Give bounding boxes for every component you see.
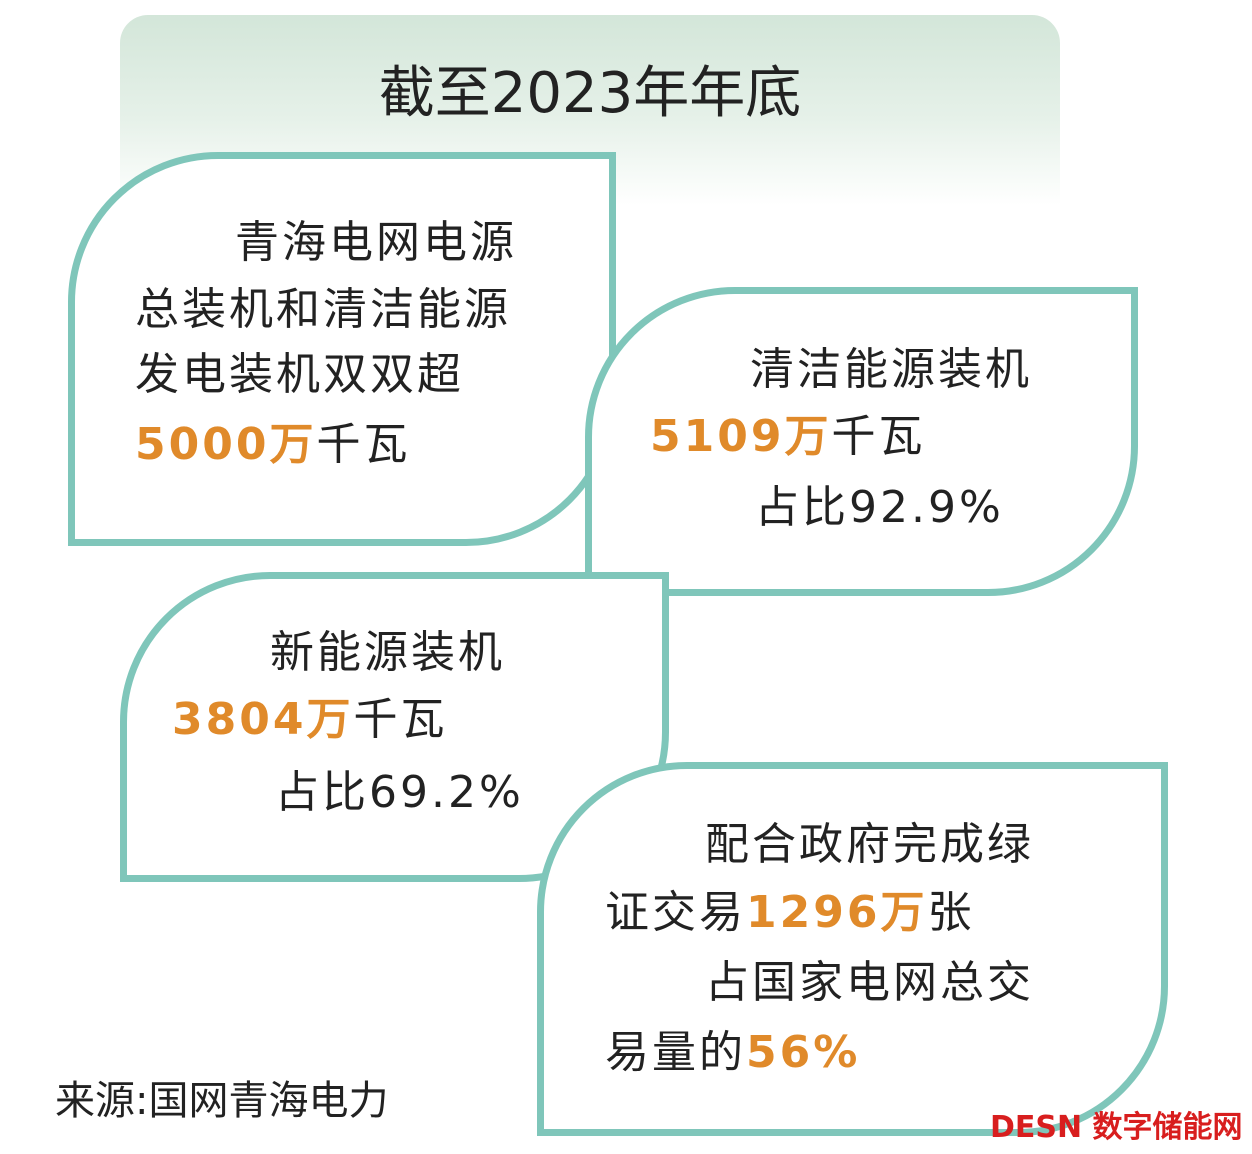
card xyxy=(585,287,1138,596)
card-line: 清洁能源装机 xyxy=(750,342,1032,398)
text: 总装机和清洁能源 xyxy=(135,284,511,335)
text: 新能源装机 xyxy=(270,627,505,678)
text: 占比69.2% xyxy=(275,767,524,818)
card-line: 易量的56% xyxy=(605,1025,860,1081)
text: 清洁能源装机 xyxy=(750,344,1032,395)
card-line: 5000万千瓦 xyxy=(135,417,410,473)
card-line: 5109万千瓦 xyxy=(650,409,925,465)
text: 易量的 xyxy=(605,1027,746,1078)
card-line: 配合政府完成绿 xyxy=(705,817,1034,873)
text: 发电装机双双超 xyxy=(135,349,464,400)
card-line: 占比92.9% xyxy=(755,480,1004,536)
text: 千瓦 xyxy=(316,419,411,470)
card-line: 总装机和清洁能源 xyxy=(135,282,511,338)
card xyxy=(537,762,1168,1136)
card-line: 新能源装机 xyxy=(270,625,505,681)
highlight: 1296万 xyxy=(746,887,928,938)
card-line: 发电装机双双超 xyxy=(135,347,464,403)
text: 千瓦 xyxy=(831,411,926,462)
source: 来源:国网青海电力 xyxy=(55,1078,389,1124)
card xyxy=(68,152,616,546)
card-line: 青海电网电源 xyxy=(235,215,517,271)
text: 证交易 xyxy=(605,887,746,938)
text: 千瓦 xyxy=(353,694,448,745)
text: 配合政府完成绿 xyxy=(705,819,1034,870)
text: 张 xyxy=(927,887,975,938)
card-line: 3804万千瓦 xyxy=(172,692,447,748)
highlight: 3804万 xyxy=(172,694,354,745)
text: 青海电网电源 xyxy=(235,217,517,268)
card-line: 占国家电网总交 xyxy=(705,955,1034,1011)
highlight: 56% xyxy=(746,1027,861,1078)
highlight: 5109万 xyxy=(650,411,832,462)
card-line: 占比69.2% xyxy=(275,765,524,821)
watermark: DESN 数字储能网 xyxy=(990,1110,1243,1145)
title: 截至2023年年底 xyxy=(378,61,802,126)
highlight: 5000万 xyxy=(135,419,317,470)
card-line: 证交易1296万张 xyxy=(605,885,974,941)
text: 占比92.9% xyxy=(755,482,1004,533)
text: 占国家电网总交 xyxy=(705,957,1034,1008)
